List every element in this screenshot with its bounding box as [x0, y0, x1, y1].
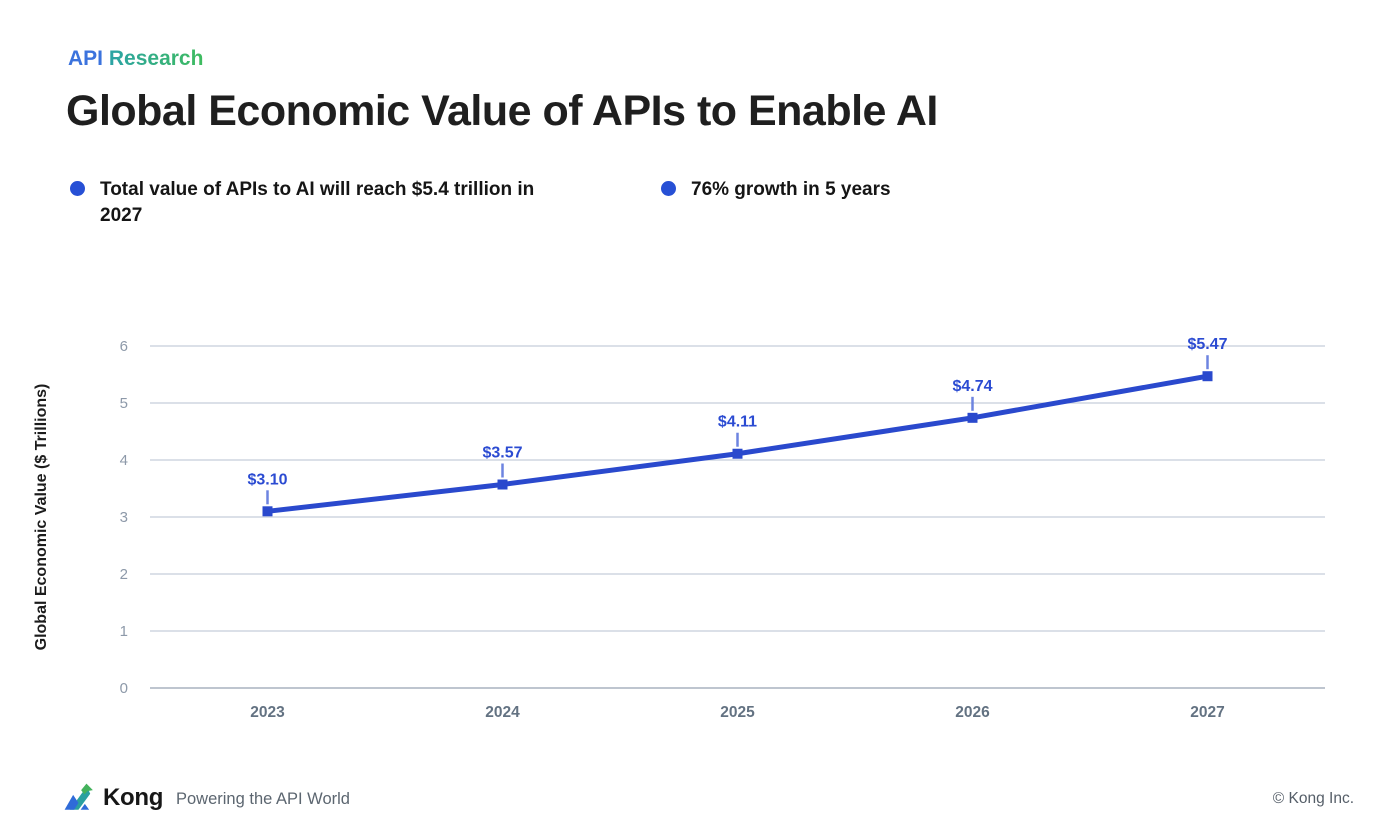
- x-tick-label: 2027: [1190, 704, 1224, 721]
- y-tick-label: 1: [120, 623, 128, 640]
- data-point-marker: [262, 506, 273, 517]
- data-point-label: $4.11: [718, 414, 757, 431]
- data-point-label: $5.47: [1187, 336, 1227, 353]
- footer-copyright: © Kong Inc.: [1272, 790, 1354, 807]
- y-tick-label: 4: [120, 452, 128, 469]
- brand-research: Research: [108, 47, 204, 70]
- kong-logo-icon: [64, 783, 93, 810]
- data-point-label: $3.10: [247, 471, 287, 488]
- highlight-text: Total value of APIs to AI will reach $5.…: [100, 179, 535, 227]
- data-point-marker: [497, 479, 508, 490]
- y-tick-label: 3: [120, 509, 128, 526]
- y-tick-label: 0: [120, 680, 128, 697]
- data-point-label: $4.74: [952, 378, 992, 395]
- highlight-text: 76% growth in 5 years: [691, 179, 891, 200]
- data-point-marker: [732, 448, 743, 459]
- kong-logo-text: Kong: [103, 784, 164, 811]
- x-tick-label: 2024: [485, 704, 520, 721]
- y-tick-label: 6: [120, 338, 128, 355]
- bullet-icon: [661, 181, 676, 196]
- brand-api: API: [68, 47, 104, 70]
- page-title: Global Economic Value of APIs to Enable …: [66, 87, 938, 135]
- y-tick-label: 5: [120, 395, 128, 412]
- y-tick-label: 2: [120, 566, 128, 583]
- x-tick-label: 2025: [720, 704, 755, 721]
- brand-wordmark: API Research: [68, 47, 203, 71]
- data-point-marker: [967, 412, 978, 423]
- highlight-item-total-value: Total value of APIs to AI will reach $5.…: [70, 177, 610, 229]
- footer-tagline: Powering the API World: [176, 790, 350, 808]
- data-point-label: $3.57: [482, 445, 522, 462]
- y-axis-title: Global Economic Value ($ Trillions): [33, 384, 50, 651]
- x-tick-label: 2023: [250, 704, 285, 721]
- data-point-marker: [1202, 371, 1213, 382]
- highlight-item-growth: 76% growth in 5 years: [661, 177, 1081, 203]
- x-tick-label: 2026: [955, 704, 990, 721]
- bullet-icon: [70, 181, 85, 196]
